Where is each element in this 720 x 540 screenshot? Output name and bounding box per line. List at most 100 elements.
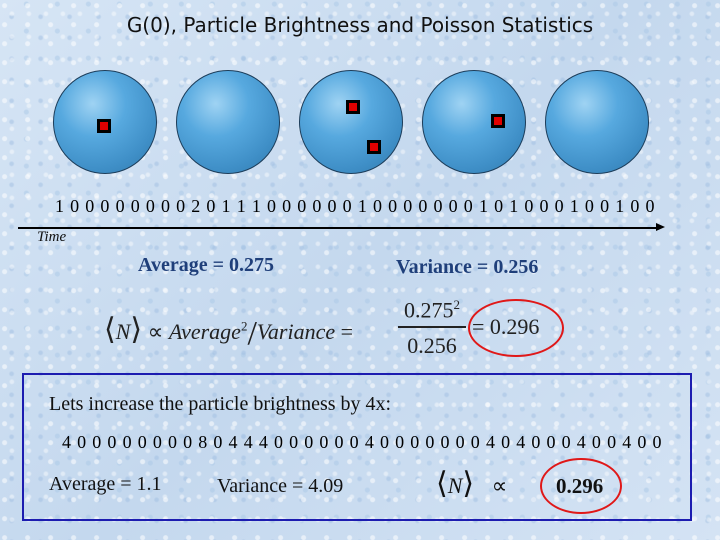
count-digit: 0 [297, 196, 307, 216]
count-digit: 4 [364, 432, 374, 452]
count-digit: 0 [440, 432, 450, 452]
count-digit: 0 [455, 432, 465, 452]
particle-marker [367, 140, 381, 154]
count-digit: 0 [334, 432, 344, 452]
count-digit: 0 [183, 432, 193, 452]
count-digit: 0 [418, 196, 428, 216]
count-digit: 0 [304, 432, 314, 452]
count-digit: 4 [243, 432, 253, 452]
count-digit: 0 [319, 432, 329, 452]
brightness-increase-box [22, 373, 692, 521]
count-digit: 4 [258, 432, 268, 452]
sphere-1 [53, 70, 157, 174]
count-digit: 0 [433, 196, 443, 216]
count-digit: 0 [100, 196, 110, 216]
count-digit: 0 [379, 432, 389, 452]
count-digit: 0 [342, 196, 352, 216]
count-digit: 4 [485, 432, 495, 452]
count-digit: 0 [176, 196, 186, 216]
count-digit: 1 [615, 196, 625, 216]
count-digit: 0 [107, 432, 117, 452]
sphere-5 [545, 70, 649, 174]
count-digit: 0 [637, 432, 647, 452]
average-value: Average = 0.275 [138, 254, 274, 276]
count-digit: 0 [600, 196, 610, 216]
count-digit: 0 [92, 432, 102, 452]
count-digit: 0 [561, 432, 571, 452]
count-digit: 1 [251, 196, 261, 216]
count-digit: 4 [62, 432, 71, 452]
count-digit: 4 [576, 432, 586, 452]
count-digit: 1 [569, 196, 579, 216]
count-digit: 0 [554, 196, 564, 216]
count-digit: 0 [372, 196, 382, 216]
count-digit: 1 [357, 196, 367, 216]
fraction-numerator: 0.2752 [404, 297, 460, 323]
count-digit: 1 [509, 196, 519, 216]
time-arrow-icon [656, 223, 665, 231]
count-digit: 0 [145, 196, 155, 216]
count-digit: 0 [448, 196, 458, 216]
count-digit: 2 [191, 196, 201, 216]
particle-marker [491, 114, 505, 128]
count-digit: 0 [531, 432, 541, 452]
propto-symbol: ∝ [491, 473, 508, 498]
count-digit: 0 [206, 196, 216, 216]
count-digit: 0 [501, 432, 511, 452]
count-digit: 0 [266, 196, 276, 216]
count-digit: 0 [395, 432, 405, 452]
count-digit: 1 [55, 196, 64, 216]
sphere-2 [176, 70, 280, 174]
count-digit: 0 [289, 432, 299, 452]
formula-superscript: 2 [240, 318, 248, 334]
count-digit: 0 [388, 196, 398, 216]
count-digit: 0 [607, 432, 617, 452]
count-digit: 0 [524, 196, 534, 216]
count-digit: 0 [167, 432, 177, 452]
formula-symbol: N [115, 319, 131, 344]
result-4x-highlight-circle [540, 458, 622, 514]
count-digit: 0 [410, 432, 420, 452]
formula-variance-word: Variance [256, 319, 336, 344]
count-digit: 0 [403, 196, 413, 216]
variance-value-4x: Variance = 4.09 [217, 475, 344, 497]
variance-value: Variance = 0.256 [396, 256, 539, 278]
time-axis [18, 227, 658, 229]
count-digit: 0 [213, 432, 223, 452]
count-digit: 1 [478, 196, 488, 216]
sphere-4 [422, 70, 526, 174]
count-digit: 0 [546, 432, 556, 452]
count-digit: 0 [115, 196, 125, 216]
sphere-3 [299, 70, 403, 174]
count-digit: 0 [77, 432, 87, 452]
count-digit: 1 [236, 196, 246, 216]
average-value-4x: Average = 1.1 [49, 473, 162, 495]
formula-slash: / [247, 315, 257, 352]
count-digit: 0 [282, 196, 292, 216]
count-digit: 0 [470, 432, 480, 452]
count-digit: 0 [160, 196, 170, 216]
slide-title: G(0), Particle Brightness and Poisson St… [126, 13, 594, 37]
count-digit: 0 [85, 196, 95, 216]
count-digit: 4 [622, 432, 632, 452]
count-digit: 0 [630, 196, 640, 216]
particle-marker [97, 119, 111, 133]
count-digit: 4 [516, 432, 526, 452]
particle-marker [346, 100, 360, 114]
count-digit: 0 [137, 432, 147, 452]
count-digit: 0 [652, 432, 662, 452]
count-digit: 1 [221, 196, 231, 216]
count-digit: 0 [152, 432, 162, 452]
propto-symbol: ∝ [147, 319, 164, 344]
result-highlight-circle [468, 299, 564, 357]
formula-4x: ⟨N⟩ ∝ [436, 467, 508, 500]
count-digit: 0 [349, 432, 359, 452]
count-digit: 0 [327, 196, 337, 216]
count-digit: 0 [273, 432, 283, 452]
formula-average-word: Average [168, 319, 241, 344]
fraction-denominator: 0.256 [407, 333, 457, 358]
count-digit: 8 [198, 432, 208, 452]
increase-heading: Lets increase the particle brightness by… [49, 393, 392, 415]
